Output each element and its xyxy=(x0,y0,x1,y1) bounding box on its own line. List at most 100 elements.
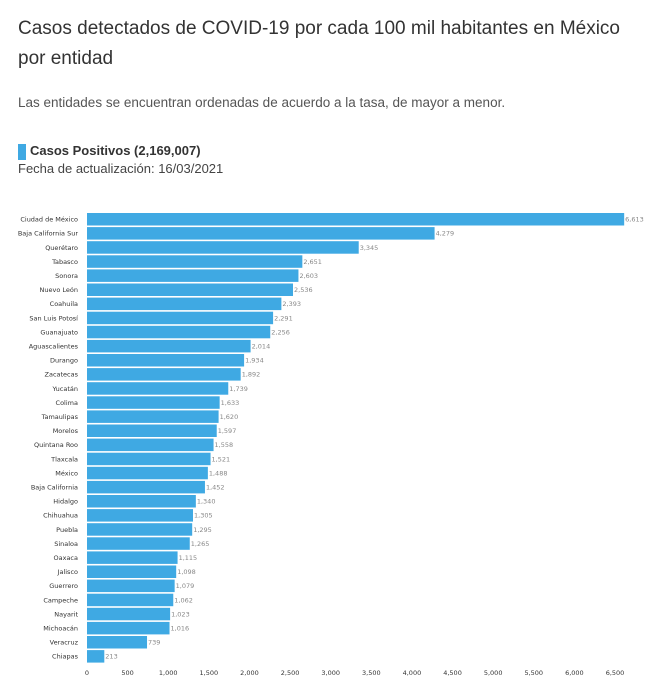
bar[interactable] xyxy=(87,466,208,480)
value-label: 739 xyxy=(148,639,160,647)
x-tick-label: 1,000 xyxy=(159,669,178,677)
category-label: Veracruz xyxy=(50,639,79,647)
value-label: 1,739 xyxy=(229,385,248,393)
category-label: México xyxy=(55,469,78,477)
bar[interactable] xyxy=(87,452,211,466)
bar[interactable] xyxy=(87,621,170,635)
category-label: Tlaxcala xyxy=(50,455,78,463)
x-tick-label: 4,500 xyxy=(443,669,462,677)
category-label: Nuevo León xyxy=(40,286,78,294)
category-label: Zacatecas xyxy=(45,371,79,379)
value-label: 1,597 xyxy=(218,427,237,435)
bar[interactable] xyxy=(87,480,205,494)
value-label: 2,536 xyxy=(294,286,313,294)
bar[interactable] xyxy=(87,523,193,536)
bar[interactable] xyxy=(87,410,219,423)
value-label: 1,892 xyxy=(242,371,261,379)
category-label: San Luis Potosí xyxy=(29,314,78,322)
value-label: 2,291 xyxy=(274,314,293,322)
value-label: 1,062 xyxy=(174,596,193,604)
category-label: Morelos xyxy=(53,427,79,435)
category-label: Campeche xyxy=(43,596,78,604)
bar[interactable] xyxy=(87,241,359,254)
category-label: Nayarit xyxy=(54,610,78,618)
bar[interactable] xyxy=(87,593,174,607)
value-label: 2,603 xyxy=(299,272,318,280)
bar[interactable] xyxy=(87,297,282,311)
x-tick-label: 2,000 xyxy=(240,669,259,677)
category-label: Baja California Sur xyxy=(18,230,78,238)
x-tick-label: 3,000 xyxy=(321,669,340,677)
value-label: 2,393 xyxy=(282,300,301,308)
bar[interactable] xyxy=(87,269,299,282)
value-label: 1,934 xyxy=(245,357,264,365)
chart-title: Casos detectados de COVID-19 por cada 10… xyxy=(18,18,620,69)
value-label: 6,613 xyxy=(625,216,644,224)
value-label: 3,345 xyxy=(360,244,379,252)
x-tick-label: 6,000 xyxy=(565,669,584,677)
category-label: Chiapas xyxy=(52,653,79,661)
bar[interactable] xyxy=(87,495,196,508)
value-label: 1,558 xyxy=(215,441,234,449)
value-label: 1,340 xyxy=(197,498,216,506)
category-label: Quintana Roo xyxy=(34,441,78,449)
x-tick-label: 5,000 xyxy=(484,669,503,677)
value-label: 213 xyxy=(105,653,117,661)
bar[interactable] xyxy=(87,565,177,579)
bar[interactable] xyxy=(87,438,214,452)
value-label: 1,016 xyxy=(171,624,190,632)
category-label: Baja California xyxy=(31,483,78,491)
x-tick-label: 500 xyxy=(121,669,133,677)
bar[interactable] xyxy=(87,509,194,522)
bar[interactable] xyxy=(87,579,175,593)
category-label: Coahuila xyxy=(50,300,78,308)
x-tick-label: 3,500 xyxy=(362,669,381,677)
category-label: Puebla xyxy=(56,526,78,534)
bar[interactable] xyxy=(87,227,435,240)
legend[interactable]: Casos Positivos (2,169,007) xyxy=(18,140,418,160)
category-label: Jalisco xyxy=(57,568,78,576)
x-tick-label: 0 xyxy=(85,669,89,677)
category-label: Aguascalientes xyxy=(29,342,79,350)
value-label: 1,633 xyxy=(221,399,240,407)
value-label: 2,651 xyxy=(303,258,322,266)
category-label: Colima xyxy=(56,399,78,407)
chart-subtitle: Las entidades se encuentran ordenadas de… xyxy=(18,95,506,110)
bar[interactable] xyxy=(87,537,190,550)
value-label: 2,014 xyxy=(252,342,271,350)
category-label: Hidalgo xyxy=(53,498,78,506)
update-date: Fecha de actualización: 16/03/2021 xyxy=(18,161,224,176)
bar[interactable] xyxy=(87,636,148,649)
bar[interactable] xyxy=(87,382,229,395)
value-label: 1,305 xyxy=(194,512,213,520)
category-label: Yucatán xyxy=(51,385,78,393)
bar[interactable] xyxy=(87,607,171,621)
bar[interactable] xyxy=(87,396,220,409)
legend-swatch xyxy=(18,144,26,160)
category-label: Durango xyxy=(50,357,78,365)
bar[interactable] xyxy=(87,650,105,663)
category-label: Guerrero xyxy=(49,582,78,590)
bar[interactable] xyxy=(87,339,251,353)
x-tick-label: 1,500 xyxy=(200,669,219,677)
category-label: Oaxaca xyxy=(54,554,79,562)
value-label: 1,620 xyxy=(220,413,239,421)
category-label: Sinaloa xyxy=(54,540,78,548)
value-label: 1,023 xyxy=(171,610,190,618)
value-label: 1,488 xyxy=(209,469,228,477)
category-label: Sonora xyxy=(55,272,78,280)
bar[interactable] xyxy=(87,311,274,325)
value-label: 4,279 xyxy=(436,230,455,238)
bar[interactable] xyxy=(87,325,271,339)
bar[interactable] xyxy=(87,255,303,268)
bar[interactable] xyxy=(87,213,625,226)
bar[interactable] xyxy=(87,354,245,367)
x-tick-label: 4,000 xyxy=(403,669,422,677)
bar[interactable] xyxy=(87,368,241,381)
bar[interactable] xyxy=(87,424,217,438)
bar[interactable] xyxy=(87,551,178,564)
category-label: Tamaulipas xyxy=(41,413,79,421)
bar[interactable] xyxy=(87,283,294,297)
category-label: Guanajuato xyxy=(40,328,78,336)
value-label: 1,265 xyxy=(191,540,210,548)
